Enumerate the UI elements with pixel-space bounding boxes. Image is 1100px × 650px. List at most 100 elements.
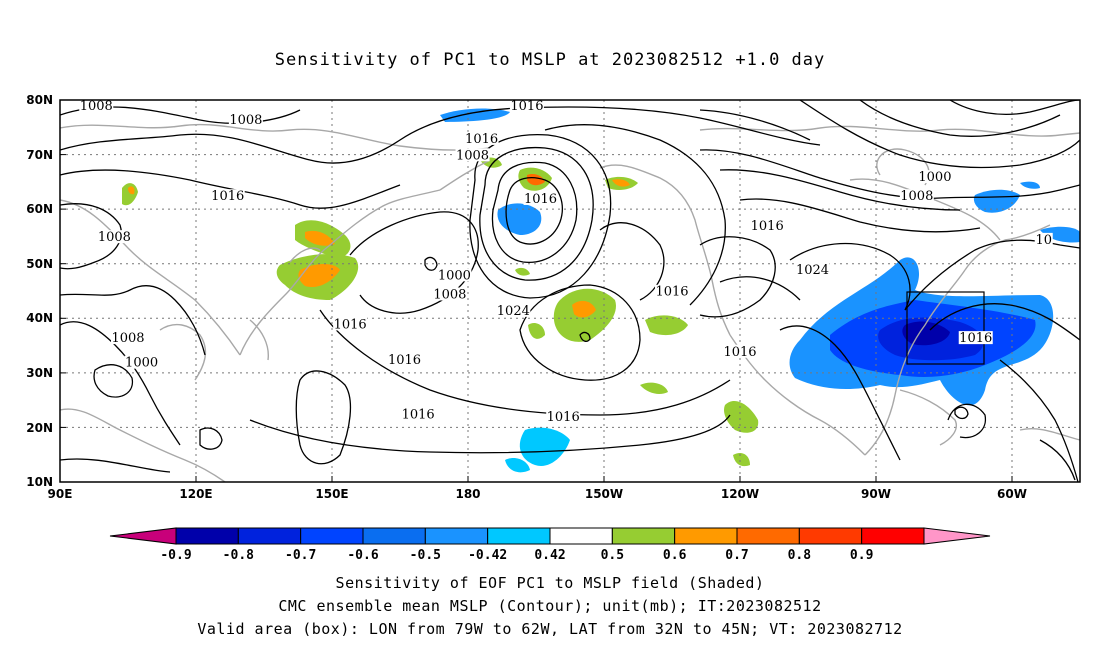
colorbar-label: 0.7 bbox=[725, 548, 748, 563]
map-title: Sensitivity of PC1 to MSLP at 2023082512… bbox=[274, 50, 826, 70]
contour-label: 1016 bbox=[211, 189, 244, 204]
lat-label: 20N bbox=[26, 421, 53, 435]
contour-label-bg bbox=[437, 268, 472, 282]
contour-label-bg bbox=[958, 331, 993, 345]
lon-label: 150E bbox=[315, 487, 348, 501]
contour-label-bg bbox=[464, 131, 499, 145]
colorbar-label: -0.6 bbox=[347, 548, 378, 563]
colorbar-label: 0.8 bbox=[788, 548, 812, 563]
contour-label-bg bbox=[111, 331, 145, 345]
colorbar-segment bbox=[549, 527, 613, 545]
contour-label-bg bbox=[899, 189, 934, 203]
contour-label-bg bbox=[723, 344, 757, 358]
colorbar-segment bbox=[300, 527, 364, 545]
contour-label-bg bbox=[432, 287, 467, 301]
valid-area-box bbox=[906, 291, 985, 365]
contour-label: 1016 bbox=[547, 410, 580, 425]
lon-label: 120W bbox=[721, 487, 759, 501]
mslp-contours bbox=[60, 100, 1080, 482]
tick-marks bbox=[60, 154, 1013, 482]
colorbar-label: -0.5 bbox=[410, 548, 441, 563]
lon-label: 90W bbox=[861, 487, 891, 501]
contour-label: 1008 bbox=[900, 189, 933, 204]
contour-label: 1008 bbox=[456, 148, 489, 163]
colorbar-label: 0.6 bbox=[663, 548, 687, 563]
contour-label-bg bbox=[546, 410, 581, 424]
colorbar-label: -0.42 bbox=[468, 548, 507, 563]
colorbar-segment bbox=[736, 527, 800, 545]
contour-label: 1016 bbox=[334, 317, 367, 332]
contour-label: 1008 bbox=[80, 99, 113, 114]
contour-label-bg bbox=[1034, 232, 1053, 246]
contour-label: 1000 bbox=[438, 268, 471, 283]
contour-label: 1016 bbox=[524, 192, 557, 207]
contour-label: 1008 bbox=[229, 113, 262, 128]
colorbar-high-extend bbox=[923, 527, 991, 545]
contour-label-bg bbox=[496, 303, 531, 317]
colorbar-segment bbox=[424, 527, 489, 545]
contour-label-bg bbox=[509, 99, 544, 113]
contour-label-bg bbox=[401, 407, 436, 421]
lon-label: 180 bbox=[455, 487, 480, 501]
contour-label-bg bbox=[333, 317, 368, 331]
caption-valid-area: Valid area (box): LON from 79W to 62W, L… bbox=[197, 620, 903, 638]
colorbar-segment bbox=[611, 527, 676, 545]
lat-label: 70N bbox=[26, 148, 53, 162]
colorbar-segment bbox=[237, 527, 302, 545]
colorbar-segment bbox=[674, 527, 738, 545]
lat-label: 80N bbox=[26, 93, 53, 107]
lat-label: 40N bbox=[26, 311, 53, 325]
lat-lon-grid bbox=[60, 100, 1080, 482]
colorbar-segment bbox=[798, 527, 863, 545]
plot-frame bbox=[59, 99, 1081, 483]
colorbar-segment bbox=[861, 527, 925, 545]
contour-label-bg bbox=[795, 262, 830, 276]
coastlines bbox=[60, 123, 1080, 482]
colorbar-label: 0.42 bbox=[534, 548, 565, 563]
contour-label-bg bbox=[79, 99, 114, 113]
colorbar-segment bbox=[487, 527, 551, 545]
contour-label-bg bbox=[228, 112, 263, 126]
contour-label: 1008 bbox=[98, 230, 131, 245]
contour-label: 10 bbox=[1035, 233, 1052, 248]
contour-label: 1008 bbox=[433, 287, 466, 302]
lon-label: 90E bbox=[48, 487, 73, 501]
colorbar bbox=[109, 527, 991, 545]
contour-label: 1016 bbox=[751, 219, 784, 234]
contour-labels: 1008 1008 1016 1016 1008 1016 1008 1016 1016 1008… bbox=[79, 99, 1053, 425]
colorbar-low-extend bbox=[109, 527, 177, 545]
lon-label: 120E bbox=[179, 487, 212, 501]
contour-label: 1000 bbox=[918, 170, 951, 185]
contour-label-bg bbox=[455, 148, 490, 162]
contour-label: 1024 bbox=[497, 304, 530, 319]
colorbar-label: -0.9 bbox=[160, 548, 191, 563]
colorbar-label: -0.8 bbox=[223, 548, 254, 563]
contour-label-bg bbox=[97, 230, 132, 244]
contour-label: 1016 bbox=[402, 408, 435, 423]
colorbar-label: -0.7 bbox=[285, 548, 316, 563]
colorbar-segment bbox=[362, 527, 426, 545]
colorbar-segment bbox=[175, 527, 239, 545]
contour-label-bg bbox=[523, 191, 558, 205]
contour-label: 1008 bbox=[111, 331, 144, 346]
contour-label: 1016 bbox=[959, 331, 992, 346]
lat-label: 30N bbox=[26, 366, 53, 380]
contour-label-bg bbox=[917, 170, 952, 184]
caption-shaded: Sensitivity of EOF PC1 to MSLP field (Sh… bbox=[335, 574, 765, 592]
contour-label: 1000 bbox=[125, 356, 158, 371]
contour-label-bg bbox=[655, 284, 689, 298]
lat-label: 60N bbox=[26, 202, 53, 216]
contour-label: 1016 bbox=[510, 99, 543, 114]
contour-label: 1016 bbox=[655, 285, 688, 300]
latitude-labels: 80N 70N 60N 50N 40N 30N 20N 10N bbox=[26, 93, 53, 489]
longitude-labels: 90E 120E 150E 180 150W 120W 90W 60W bbox=[48, 487, 1027, 501]
lat-label: 50N bbox=[26, 257, 53, 271]
lat-label: 10N bbox=[26, 475, 53, 489]
colorbar-label: 0.9 bbox=[850, 548, 873, 563]
contour-label: 1016 bbox=[388, 353, 421, 368]
contour-label: 1024 bbox=[796, 263, 829, 278]
contour-label-bg bbox=[387, 352, 422, 366]
lon-label: 150W bbox=[585, 487, 623, 501]
contour-label-bg bbox=[210, 189, 245, 203]
